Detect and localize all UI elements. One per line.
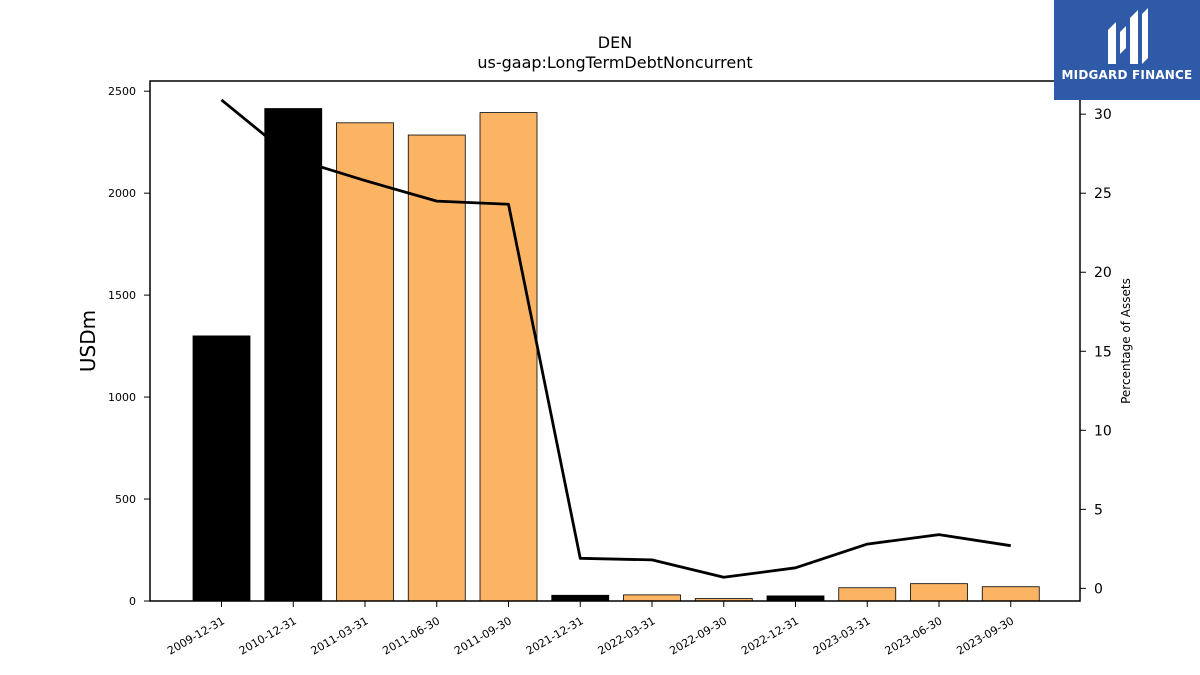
y-tick-label: 2500 [108, 85, 136, 98]
chart-title: DEN [598, 33, 632, 52]
company-logo: MIDGARD FINANCE [1054, 0, 1200, 100]
x-tick-label: 2009-12-31 [165, 614, 227, 657]
x-tick-label: 2022-12-31 [739, 614, 801, 657]
y2-tick-label: 10 [1094, 423, 1112, 439]
y2-tick-label: 0 [1094, 581, 1103, 597]
x-tick-label: 2023-09-30 [954, 614, 1016, 657]
x-tick-label: 2022-09-30 [667, 614, 729, 657]
bar [981, 586, 1040, 602]
plot-frame [149, 80, 1081, 602]
y2-tick-label: 30 [1094, 107, 1112, 123]
bar [910, 583, 968, 602]
x-tick-label: 2010-12-31 [237, 614, 299, 657]
y2-tick-label: 20 [1094, 265, 1112, 281]
y-tick-label: 1500 [108, 289, 136, 302]
y-axis-label: USDm [76, 310, 100, 372]
y-tick-label: 2000 [108, 187, 136, 200]
bar [838, 587, 897, 602]
x-tick-label: 2023-06-30 [883, 614, 945, 657]
bar [551, 594, 610, 602]
x-tick-label: 2011-03-31 [309, 614, 371, 657]
chart-subtitle: us-gaap:LongTermDebtNoncurrent [477, 53, 752, 72]
x-tick-label: 2011-09-30 [452, 614, 514, 657]
y2-axis-label: Percentage of Assets [1119, 278, 1133, 404]
bar [623, 594, 681, 602]
bar [192, 335, 251, 602]
y2-tick-label: 5 [1094, 502, 1103, 518]
bar [407, 134, 466, 602]
y-tick-label: 0 [129, 595, 136, 608]
y2-tick-label: 25 [1094, 186, 1112, 202]
x-tick-label: 2021-12-31 [524, 614, 586, 657]
x-tick-label: 2022-03-31 [596, 614, 658, 657]
x-tick-label: 2011-06-30 [380, 614, 442, 657]
bar [479, 112, 538, 602]
y2-tick-label: 15 [1094, 344, 1112, 360]
logo-mark-icon [1108, 8, 1148, 64]
bar [336, 122, 394, 602]
bar [766, 595, 825, 602]
x-tick-label: 2023-03-31 [811, 614, 873, 657]
bar [264, 108, 323, 602]
y-tick-label: 500 [115, 493, 136, 506]
percentage-line [220, 98, 1011, 579]
y-tick-label: 1000 [108, 391, 136, 404]
logo-text: MIDGARD FINANCE [1061, 68, 1193, 82]
